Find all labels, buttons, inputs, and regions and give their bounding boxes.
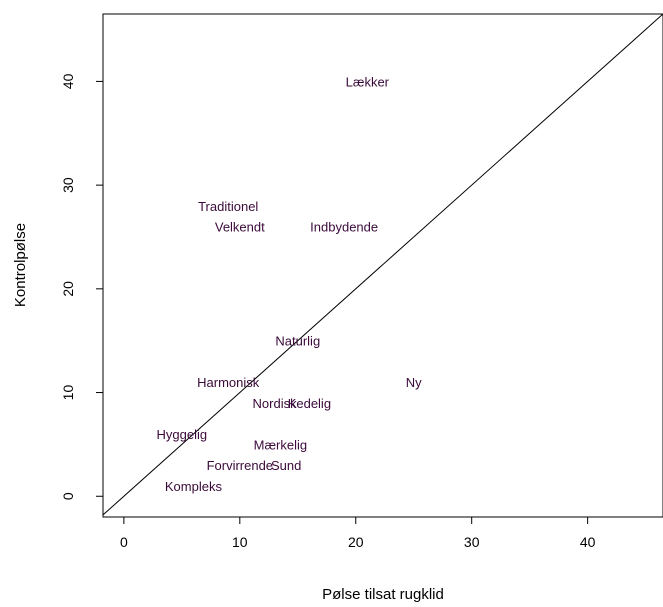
x-axis: 0 10 20 30 40 — [120, 517, 596, 550]
data-point-label: Kompleks — [165, 479, 223, 494]
y-tick-label: 30 — [60, 177, 76, 193]
data-point-label: Sund — [271, 458, 301, 473]
y-tick-label: 0 — [60, 492, 76, 500]
x-tick-label: 20 — [348, 534, 364, 550]
data-point-label: Traditionel — [198, 199, 258, 214]
x-tick-label: 30 — [464, 534, 480, 550]
identity-reference-line — [102, 13, 663, 516]
data-point-label: Kedelig — [288, 396, 331, 411]
plot-frame — [102, 13, 663, 518]
data-point-label: Indbydende — [310, 220, 378, 235]
x-tick-label: 0 — [120, 534, 128, 550]
x-tick-label: 40 — [580, 534, 596, 550]
data-point-label: Harmonisk — [197, 375, 260, 390]
data-point-label: Velkendt — [215, 220, 265, 235]
y-tick-label: 20 — [60, 281, 76, 297]
data-point-label: Ny — [406, 375, 422, 390]
y-tick-label: 40 — [60, 73, 76, 89]
x-tick-label: 10 — [232, 534, 248, 550]
data-point-label: Lækker — [346, 74, 390, 89]
y-tick-label: 10 — [60, 385, 76, 401]
point-labels: Lækker Traditionel Velkendt Indbydende Natur… — [157, 74, 423, 493]
data-point-label: Nordisk — [253, 396, 298, 411]
y-axis: 0 10 20 30 40 — [60, 73, 103, 500]
data-point-label: Hyggelig — [157, 427, 208, 442]
x-axis-label: Pølse tilsat rugklid — [322, 586, 444, 603]
data-point-label: Naturlig — [275, 334, 320, 349]
y-axis-label: Kontrolpølse — [12, 223, 29, 307]
data-point-label: Forvirrende — [207, 458, 273, 473]
data-point-label: Mærkelig — [254, 437, 307, 452]
